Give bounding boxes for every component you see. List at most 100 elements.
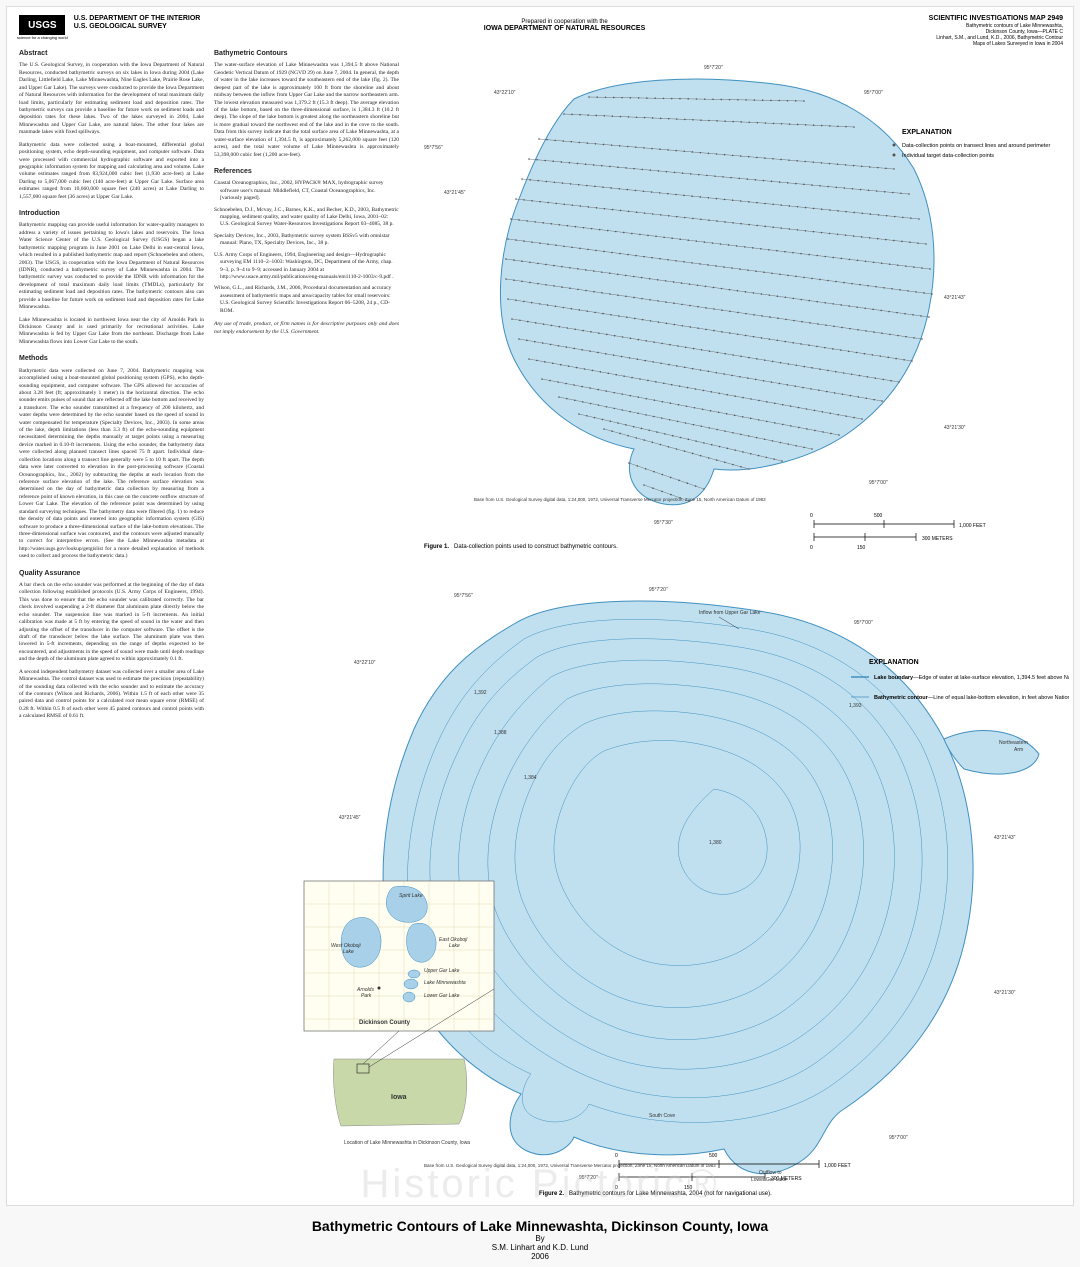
ref-5: Wilson, G.L., and Richards, J.M., 2006, … bbox=[214, 285, 399, 315]
inset-spirit-label: Spirit Lake bbox=[399, 893, 423, 899]
inset-iowa-label: Iowa bbox=[391, 1094, 407, 1101]
ref-2: Schnoebelen, D.J., Mcvay, J.C., Barnes, … bbox=[214, 207, 399, 229]
figure-2: Inflow from Upper Gar Lake NortheasternA… bbox=[299, 569, 1069, 1199]
figure-1: 95°7'20" 95°7'00" 43°21'45" 43°22'10" 95… bbox=[414, 49, 1064, 559]
fig2-exp-contour: Bathymetric contour—Line of equal lake-b… bbox=[874, 695, 1069, 701]
inset-location-map: Spirit Lake West OkobojiLake East Okoboj… bbox=[304, 881, 494, 1146]
abstract-p2: Bathymetric data were collected using a … bbox=[19, 142, 204, 201]
methods-heading: Methods bbox=[19, 354, 204, 363]
ref-4: U.S. Army Corps of Engineers, 1994, Engi… bbox=[214, 252, 399, 282]
pub-sub4: Maps of Lakes Surveyed in Iowa in 2004 bbox=[929, 41, 1063, 47]
intro-heading: Introduction bbox=[19, 209, 204, 218]
fig2-contour-label: 1,388 bbox=[494, 730, 507, 736]
col-1: Abstract The U.S. Geological Survey, in … bbox=[19, 49, 204, 1193]
fig2-coord: 43°21'30" bbox=[994, 990, 1016, 996]
department: U.S. DEPARTMENT OF THE INTERIOR U.S. GEO… bbox=[74, 15, 201, 32]
fig2-south-cove-label: South Cove bbox=[649, 1113, 675, 1119]
pub-info: SCIENTIFIC INVESTIGATIONS MAP 2949 Bathy… bbox=[929, 15, 1063, 47]
fig1-scalebar: 05001,000 FEET 0150300 METERS bbox=[810, 513, 986, 551]
methods-p1: Bathymetric data were collected on June … bbox=[19, 368, 204, 561]
fig2-caption-text: Bathymetric contours for Lake Minnewasht… bbox=[569, 1191, 772, 1197]
inset-minnewashta bbox=[404, 979, 418, 989]
footer-by: By bbox=[0, 1234, 1080, 1243]
fig2-coord: 95°7'56" bbox=[454, 593, 473, 599]
inset-county-label: Dickinson County bbox=[359, 1020, 411, 1026]
fig2-caption: Figure 2. Bathymetric contours for Lake … bbox=[539, 1191, 772, 1197]
disclaimer: Any use of trade, product, or firm names… bbox=[214, 321, 399, 336]
figure-1-svg: 95°7'20" 95°7'00" 43°21'45" 43°22'10" 95… bbox=[414, 49, 1064, 559]
fig2-coord: 95°7'00" bbox=[889, 1135, 908, 1141]
fig2-coord: 43°22'10" bbox=[354, 660, 376, 666]
ref-1: Coastal Oceanographics, Inc., 2002, HYPA… bbox=[214, 180, 399, 202]
inset-minne-label: Lake Minnewashta bbox=[424, 980, 466, 986]
svg-text:0: 0 bbox=[810, 545, 813, 551]
fig2-coord: 43°21'43" bbox=[994, 835, 1016, 841]
svg-text:1,000 FEET: 1,000 FEET bbox=[959, 523, 986, 529]
qa-p1: A bar check on the echo sounder was perf… bbox=[19, 582, 204, 664]
svg-text:500: 500 bbox=[709, 1153, 718, 1159]
svg-text:1,000 FEET: 1,000 FEET bbox=[824, 1163, 851, 1169]
bath-heading: Bathymetric Contours bbox=[214, 49, 399, 58]
fig1-exp-2: Individual target data-collection points bbox=[902, 153, 994, 159]
svg-text:300 METERS: 300 METERS bbox=[771, 1176, 802, 1182]
inset-east-okoboji bbox=[407, 923, 437, 962]
qa-heading: Quality Assurance bbox=[19, 569, 204, 578]
fig1-base-note: Base from U.S. Geological Survey digital… bbox=[474, 497, 766, 502]
inset-upper-gar-label: Upper Gar Lake bbox=[424, 968, 460, 974]
fig2-contour-label: 1,392 bbox=[474, 690, 487, 696]
page: USGS science for a changing world U.S. D… bbox=[6, 6, 1074, 1206]
intro-p2: Lake Minnewashta is located in northwest… bbox=[19, 317, 204, 347]
fig2-coord: 95°7'20" bbox=[649, 587, 668, 593]
inset-caption: Location of Lake Minnewashta in Dickinso… bbox=[344, 1140, 470, 1146]
fig1-caption-text: Data-collection points used to construct… bbox=[454, 544, 618, 550]
fig2-inflow-label: Inflow from Upper Gar Lake bbox=[699, 610, 761, 616]
qa-p2: A second independent bathymetry dataset … bbox=[19, 669, 204, 721]
dot-icon bbox=[893, 154, 896, 157]
footer-authors: S.M. Linhart and K.D. Lund bbox=[0, 1243, 1080, 1252]
fig2-exp-boundary: Lake boundary—Edge of water at lake-surf… bbox=[874, 675, 1069, 681]
svg-text:0: 0 bbox=[810, 513, 813, 519]
abstract-p1: The U.S. Geological Survey, in cooperati… bbox=[19, 62, 204, 136]
fig2-exp-title: EXPLANATION bbox=[869, 659, 919, 666]
fig2-contour-label: 1,384 bbox=[524, 775, 537, 781]
usgs-mark: USGS bbox=[19, 15, 65, 35]
refs-heading: References bbox=[214, 167, 399, 176]
dot-icon bbox=[378, 987, 381, 990]
usgs-tagline: science for a changing world bbox=[17, 35, 68, 40]
fig1-caption: Figure 1. Data-collection points used to… bbox=[424, 544, 618, 550]
inset-lower-gar-label: Lower Gar Lake bbox=[424, 993, 460, 999]
prepared-big: IOWA DEPARTMENT OF NATURAL RESOURCES bbox=[484, 25, 646, 32]
fig1-coord: 43°21'45" bbox=[444, 190, 466, 196]
inset-lower-gar bbox=[403, 992, 415, 1002]
fig2-coord: 43°21'45" bbox=[339, 815, 361, 821]
footer-year: 2006 bbox=[0, 1252, 1080, 1261]
svg-text:500: 500 bbox=[874, 513, 883, 519]
dept-line-2: U.S. GEOLOGICAL SURVEY bbox=[74, 23, 201, 31]
fig2-coord: 95°7'00" bbox=[854, 620, 873, 626]
fig1-coord: 95°7'30" bbox=[654, 520, 673, 526]
fig1-coord: 95°7'20" bbox=[704, 65, 723, 71]
dot-icon bbox=[893, 144, 896, 147]
prepared-block: Prepared in cooperation with the IOWA DE… bbox=[484, 19, 646, 47]
fig1-coord: 95°7'56" bbox=[424, 145, 443, 151]
fig1-coord: 43°22'10" bbox=[494, 90, 516, 96]
fig1-lake-shape bbox=[500, 79, 934, 505]
fig1-coord: 43°21'43" bbox=[944, 295, 966, 301]
fig2-base-note: Base from U.S. Geological Survey digital… bbox=[424, 1163, 716, 1168]
footer-title: Bathymetric Contours of Lake Minnewashta… bbox=[0, 1218, 1080, 1234]
fig1-coord: 95°7'00" bbox=[869, 480, 888, 486]
fig1-exp-1: Data-collection points on transect lines… bbox=[902, 143, 1050, 149]
header: USGS science for a changing world U.S. D… bbox=[7, 7, 1073, 51]
bath-p1: The water-surface elevation of Lake Minn… bbox=[214, 62, 399, 158]
pub-title: SCIENTIFIC INVESTIGATIONS MAP 2949 bbox=[929, 15, 1063, 23]
svg-text:300 METERS: 300 METERS bbox=[922, 536, 953, 542]
fig1-coord: 43°21'30" bbox=[944, 425, 966, 431]
footer: Bathymetric Contours of Lake Minnewashta… bbox=[0, 1218, 1080, 1261]
fig1-exp-title: EXPLANATION bbox=[902, 129, 952, 136]
dept-line-1: U.S. DEPARTMENT OF THE INTERIOR bbox=[74, 15, 201, 23]
fig1-coord: 95°7'00" bbox=[864, 90, 883, 96]
fig1-caption-b: Figure 1. bbox=[424, 544, 449, 550]
usgs-block: USGS science for a changing world U.S. D… bbox=[17, 15, 200, 47]
intro-p1: Bathymetric mapping can provide useful i… bbox=[19, 222, 204, 311]
inset-iowa-shape bbox=[333, 1059, 466, 1126]
